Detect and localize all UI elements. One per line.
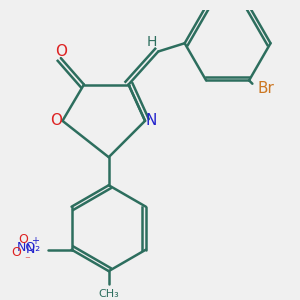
Text: CH₃: CH₃ xyxy=(98,289,119,299)
Text: O: O xyxy=(11,246,21,260)
Text: N: N xyxy=(146,113,157,128)
Text: O: O xyxy=(18,233,28,246)
Text: H: H xyxy=(146,34,157,49)
Text: O: O xyxy=(55,44,67,59)
Text: Br: Br xyxy=(258,81,275,96)
Text: NO₂: NO₂ xyxy=(16,242,41,254)
Text: O: O xyxy=(50,113,62,128)
Text: ⁻: ⁻ xyxy=(24,255,30,266)
Text: +: + xyxy=(31,236,39,246)
Text: N: N xyxy=(26,243,35,256)
